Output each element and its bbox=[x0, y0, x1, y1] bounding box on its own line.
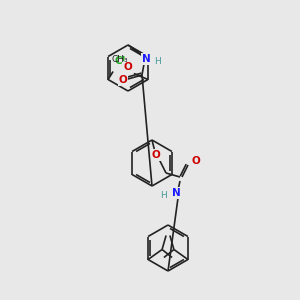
Text: N: N bbox=[172, 188, 180, 198]
Text: O: O bbox=[192, 156, 201, 166]
Text: O: O bbox=[123, 62, 132, 73]
Text: N: N bbox=[142, 54, 150, 64]
Text: H: H bbox=[154, 56, 161, 65]
Text: H: H bbox=[160, 191, 167, 200]
Text: CH₃: CH₃ bbox=[111, 55, 128, 64]
Text: O: O bbox=[152, 150, 160, 160]
Text: Cl: Cl bbox=[114, 56, 125, 67]
Text: O: O bbox=[118, 75, 127, 85]
